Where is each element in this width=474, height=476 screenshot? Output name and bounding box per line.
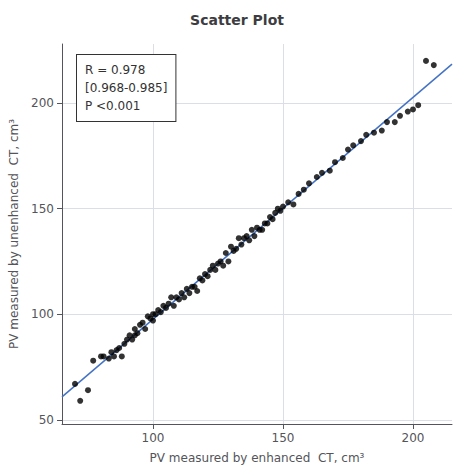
svg-text:100: 100: [31, 307, 54, 321]
svg-text:R = 0.978: R = 0.978: [85, 63, 145, 77]
svg-text:200: 200: [402, 431, 425, 445]
svg-text:P <0.001: P <0.001: [85, 99, 140, 113]
svg-text:PV measured by unenhanced CT,: PV measured by unenhanced CT, cm³: [7, 119, 21, 349]
svg-text:[0.968-0.985]: [0.968-0.985]: [85, 81, 167, 95]
svg-text:50: 50: [39, 413, 54, 427]
svg-text:200: 200: [31, 96, 54, 110]
svg-text:Scatter Plot: Scatter Plot: [190, 12, 284, 28]
svg-text:PV measured by enhanced CT, c: PV measured by enhanced CT, cm³: [150, 451, 365, 465]
svg-text:100: 100: [142, 431, 165, 445]
svg-text:150: 150: [272, 431, 295, 445]
svg-text:150: 150: [31, 202, 54, 216]
